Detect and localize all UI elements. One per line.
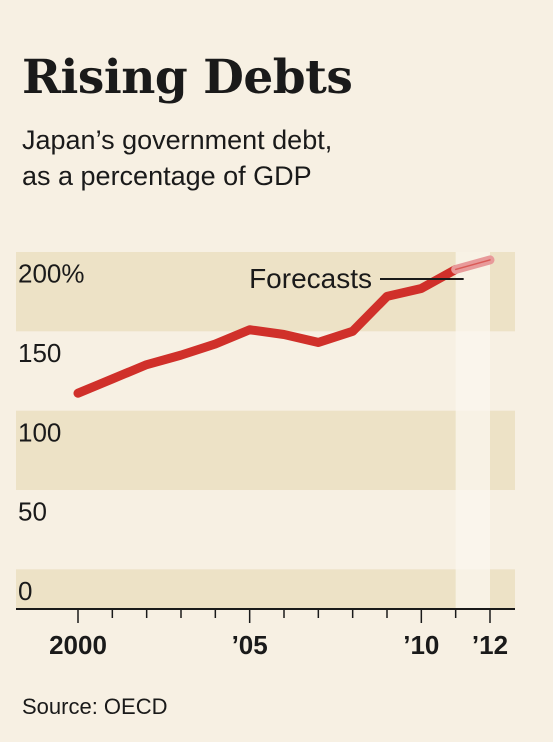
forecast-label: Forecasts — [249, 263, 372, 294]
forecast-band — [455, 252, 490, 609]
subtitle-line-1: Japan’s government debt, — [22, 125, 333, 155]
chart-subtitle: Japan’s government debt, as a percentage… — [22, 122, 542, 194]
x-axis-labels: 2000 ’05 ’10 ’12 — [49, 630, 508, 660]
forecast-line-outline — [454, 259, 491, 271]
forecast-annotation: Forecasts — [249, 263, 464, 294]
x-axis — [16, 608, 515, 623]
y-tick-label-50: 50 — [18, 497, 47, 527]
y-axis-labels: 0 50 100 150 200% — [18, 259, 85, 606]
x-tick-label-2000: 2000 — [49, 630, 107, 660]
y-tick-label-0: 0 — [18, 576, 32, 606]
band-2 — [16, 252, 515, 332]
source-note: Source: OECD — [22, 694, 168, 719]
subtitle-line-2: as a percentage of GDP — [22, 161, 312, 191]
series-lines — [73, 255, 495, 398]
y-tick-label-100: 100 — [18, 417, 61, 447]
y-tick-label-200: 200% — [18, 259, 85, 289]
chart-title: Rising Debts — [22, 50, 353, 105]
background-bands — [16, 252, 515, 609]
x-tick-label-2005: ’05 — [232, 630, 268, 660]
x-tick-label-2012: ’12 — [472, 630, 508, 660]
band-0 — [16, 569, 515, 609]
band-1 — [16, 410, 515, 490]
forecast-region — [455, 252, 490, 609]
y-tick-label-150: 150 — [18, 338, 61, 368]
x-tick-label-2010: ’10 — [403, 630, 439, 660]
debt-line — [73, 264, 461, 398]
